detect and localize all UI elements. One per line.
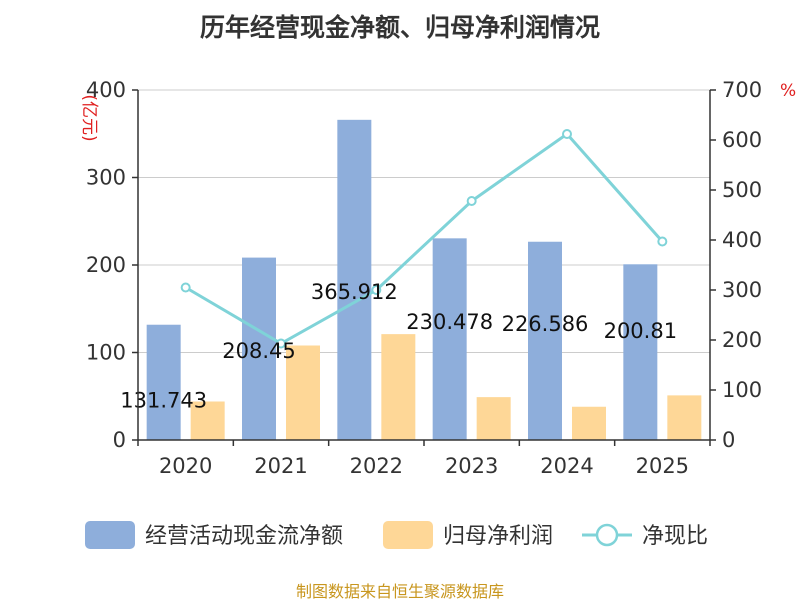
legend-swatch	[85, 521, 135, 549]
legend-swatch	[383, 521, 433, 549]
bar-cash	[242, 257, 276, 440]
left-tick-label: 400	[86, 78, 126, 102]
bars	[146, 119, 702, 441]
bar-profit	[190, 401, 225, 440]
right-tick-label: 600	[722, 128, 762, 152]
bar-cash	[623, 264, 658, 440]
left-tick-label: 200	[86, 253, 126, 277]
right-axis-unit: %	[780, 81, 796, 101]
bar-cash	[146, 324, 181, 440]
ratio-point	[180, 282, 191, 293]
ratio-point	[466, 196, 477, 206]
bar-profit	[381, 334, 416, 440]
axes: 0 100 200 300 400 0 100 200 300 400 500 600 700 2020 2…	[86, 78, 762, 478]
legend-label: 经营活动现金流净额	[145, 524, 343, 549]
ratio-line	[180, 129, 668, 349]
bar-profit	[476, 397, 511, 440]
data-label-cash: 226.586	[502, 312, 589, 336]
bar-cash	[528, 241, 562, 440]
right-tick-label: 0	[722, 428, 735, 452]
bar-cash	[337, 119, 372, 441]
x-tick-label: 2022	[350, 454, 403, 478]
x-tick-label: 2020	[159, 454, 212, 478]
grid-lines	[138, 89, 710, 353]
data-label-cash: 200.81	[604, 319, 677, 343]
data-label-cash: 230.478	[406, 310, 493, 334]
ratio-point	[276, 338, 286, 349]
x-tick-label: 2023	[445, 454, 498, 478]
left-axis-unit: (亿元)	[79, 94, 99, 141]
legend-label: 归母净利润	[443, 524, 553, 549]
right-tick-label: 500	[722, 178, 762, 202]
data-label-cash: 131.743	[120, 389, 207, 413]
left-tick-label: 300	[86, 166, 126, 190]
right-tick-label: 100	[722, 378, 762, 402]
left-tick-label: 100	[86, 341, 126, 365]
x-tick-label: 2021	[254, 454, 307, 478]
ratio-point	[371, 285, 382, 295]
legend-label: 净现比	[642, 524, 708, 549]
legend: 经营活动现金流净额 归母净利润 净现比	[85, 521, 708, 549]
bar-cash	[432, 238, 467, 440]
bar-profit	[572, 406, 606, 440]
legend-marker	[595, 523, 619, 547]
data-label-cash: 365.912	[311, 280, 398, 304]
source-note: 制图数据来自恒生聚源数据库	[295, 582, 504, 601]
data-label-cash: 208.45	[222, 339, 295, 363]
chart-title: 历年经营现金净额、归母净利润情况	[199, 13, 600, 42]
x-tick-label: 2025	[636, 454, 689, 478]
left-tick-label: 0	[113, 428, 126, 452]
ratio-point	[562, 129, 572, 139]
right-tick-label: 300	[722, 278, 762, 302]
right-tick-label: 200	[722, 328, 762, 352]
ratio-point	[657, 236, 668, 247]
data-labels: 131.743 208.45 365.912 230.478 226.586 200.81	[120, 280, 677, 413]
right-tick-label: 700	[722, 78, 762, 102]
ratio-polyline	[184, 132, 664, 346]
right-tick-label: 400	[722, 228, 762, 252]
bar-profit	[286, 345, 320, 440]
bar-profit	[667, 395, 702, 440]
x-tick-label: 2024	[540, 454, 593, 478]
